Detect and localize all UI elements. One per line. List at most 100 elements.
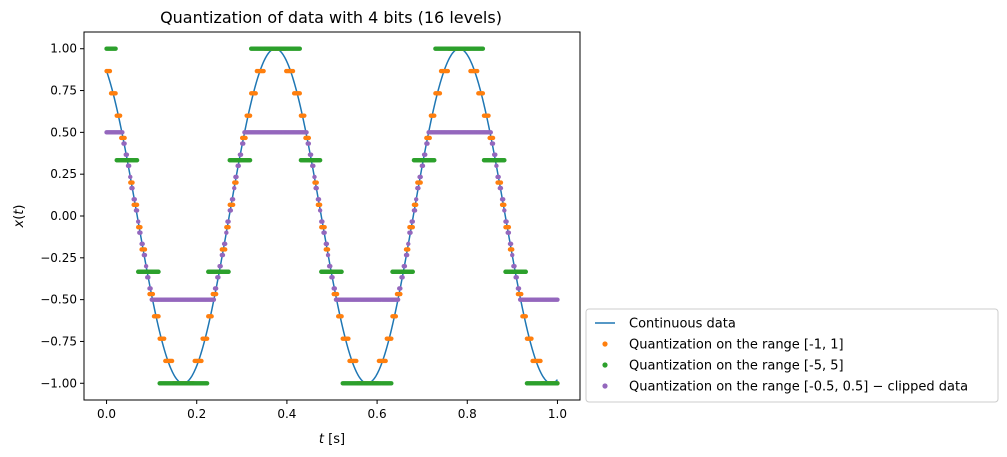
y-tick-label: −1.00 [40,376,77,390]
data-point [410,224,415,230]
legend-item: Continuous data [595,317,736,332]
data-point [354,358,359,364]
data-point [339,269,344,274]
data-point [432,158,437,163]
data-point [514,275,519,280]
data-point [226,224,231,230]
data-point [413,197,419,202]
data-point [161,336,167,341]
data-point [339,314,344,319]
legend-swatch [602,362,608,368]
data-point [498,180,504,185]
data-point [134,158,140,163]
data-point [325,252,331,258]
data-point [317,202,323,208]
chart-title: Quantization of data with 4 bits (16 lev… [160,8,502,27]
data-point [398,286,403,291]
legend-swatch [602,383,608,389]
data-point [134,202,140,208]
data-point [393,314,399,319]
data-point [523,269,529,274]
data-point [312,174,317,180]
data-point [398,291,403,297]
data-point [498,185,504,191]
data-point [475,68,480,74]
data-point [519,291,524,297]
data-point [138,224,143,230]
data-point [416,185,421,191]
x-axis-label: t [s] [319,432,345,447]
data-point [418,180,423,185]
data-point [226,269,231,274]
data-point [317,158,323,163]
data-point [502,208,507,213]
data-point [506,224,512,230]
data-point [406,241,411,247]
data-point [122,135,127,141]
x-tick-label: 0.0 [97,407,116,421]
data-point [322,230,327,235]
data-point [504,219,509,224]
data-point [204,381,210,386]
data-point [501,197,506,202]
data-point [304,130,309,135]
y-tick-label: 1.00 [50,42,77,56]
data-point [223,247,228,252]
data-point [120,130,125,135]
data-point [410,219,415,224]
data-point [400,275,405,280]
data-point [140,241,145,247]
data-point [314,185,319,191]
legend-label: Quantization on the range [-0.5, 0.5] − … [629,380,968,395]
y-tick-label: 0.00 [50,209,77,223]
data-point [490,135,496,141]
data-point [486,113,491,118]
data-point [220,252,226,258]
data-point [389,336,394,341]
legend-swatch [602,341,608,347]
legend-label: Quantization on the range [-1, 1] [629,338,844,353]
legend-item: Quantization on the range [-5, 5] [602,359,844,374]
data-point [523,314,529,319]
data-point [418,174,423,180]
y-tick-label: −0.50 [40,293,77,307]
data-point [555,381,560,386]
data-point [496,174,501,180]
data-point [425,141,430,146]
y-tick-label: 0.75 [50,84,77,98]
data-point [308,152,314,157]
data-point [126,163,132,169]
series-points-1 [104,46,560,386]
data-point [247,158,253,163]
data-point [230,202,236,208]
data-point [502,202,507,208]
data-point [320,219,325,224]
data-point [230,197,236,202]
data-point [506,230,512,235]
y-axis: −1.00 −0.75 −0.50 −0.25 0.00 0.25 0.50 0.75 1.00 [40,42,84,390]
data-point [529,336,534,341]
data-point [199,358,204,364]
data-point [146,275,151,280]
data-point [297,46,302,51]
data-point [490,141,496,146]
data-point [402,263,408,269]
data-point [328,263,333,269]
legend-label: Quantization on the range [-5, 5] [629,359,844,374]
data-point [510,252,515,258]
y-tick-label: −0.75 [40,334,77,348]
data-point [437,91,443,96]
data-point [213,286,219,291]
data-point [325,247,331,252]
data-point [383,358,388,364]
data-point [445,68,451,74]
data-point [243,135,248,141]
data-point [156,269,161,274]
data-point [135,219,141,224]
data-point [334,291,340,297]
data-point [413,202,419,208]
data-point [216,275,221,280]
series-line-continuous [105,47,559,385]
data-point [306,135,312,141]
